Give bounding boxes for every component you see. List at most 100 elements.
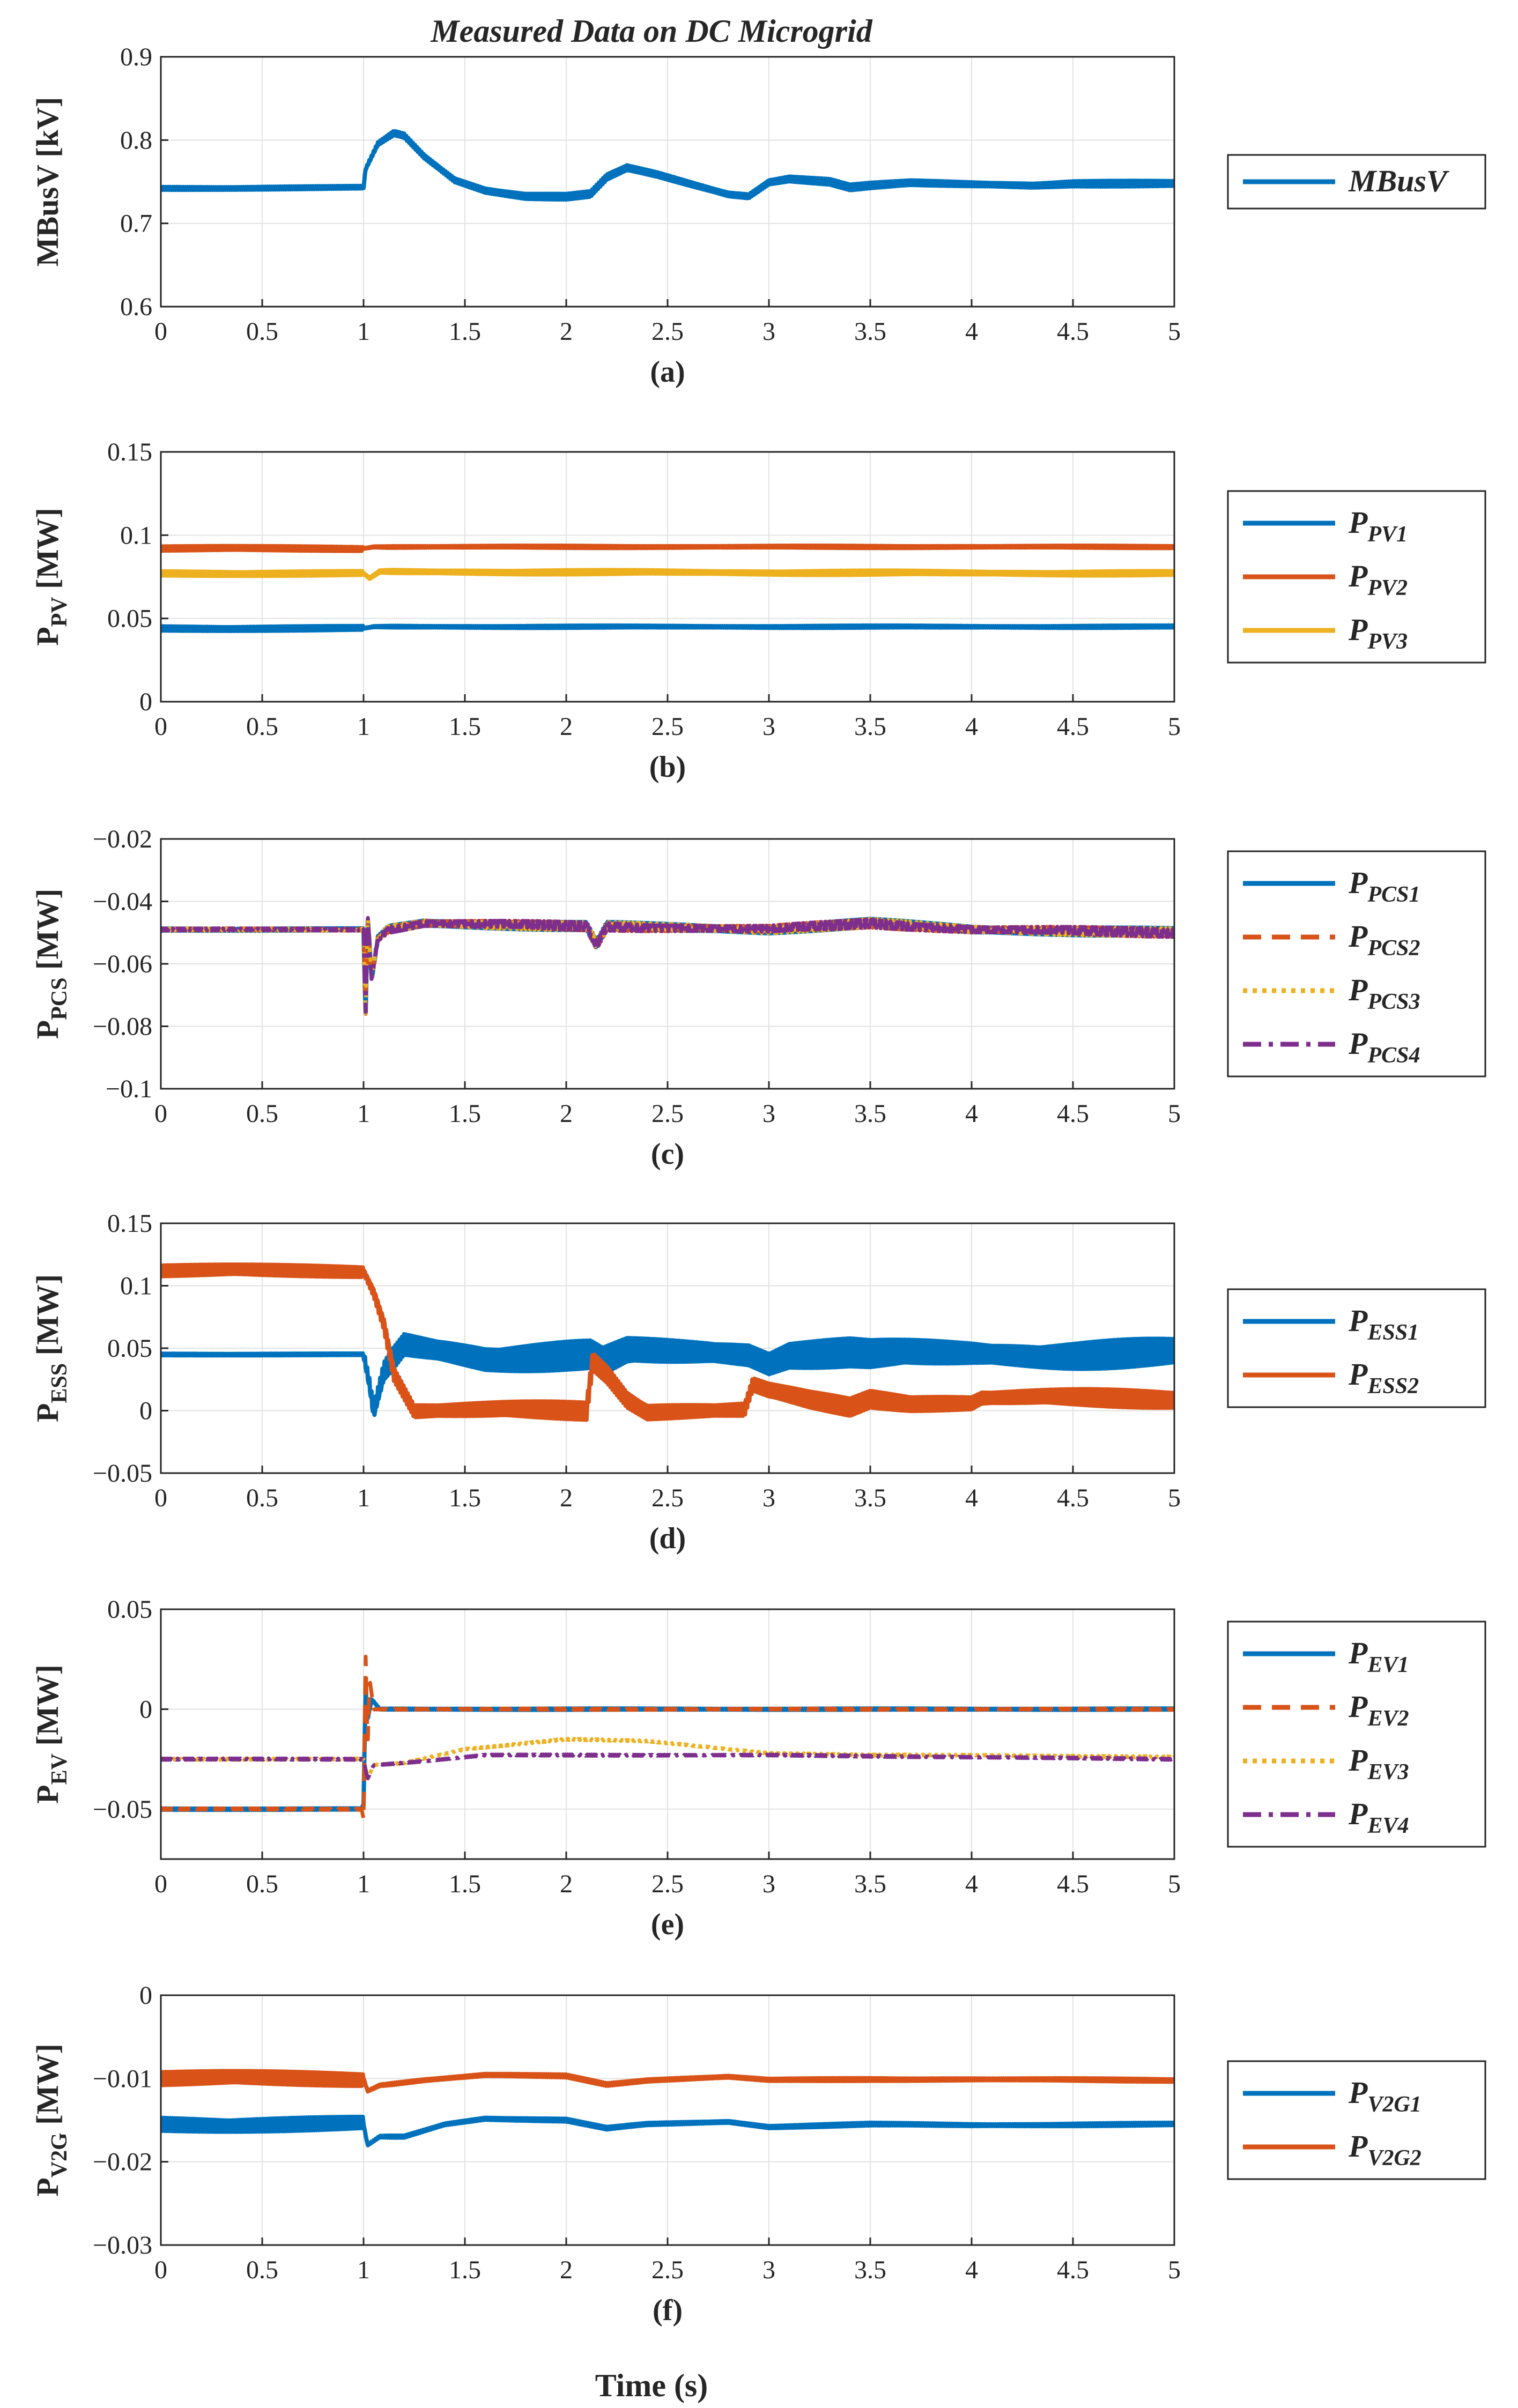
- series-line-PPCS4: [161, 916, 1174, 1014]
- series-group: [161, 1654, 1174, 1822]
- series-line-PEV4: [161, 1752, 1174, 1780]
- x-tick-label: 1: [357, 1099, 370, 1128]
- x-tick-label: 2.5: [651, 712, 684, 741]
- x-tick-label: 4: [965, 712, 978, 741]
- panels: 0 0.5 1 1.5 2 2.5 3 3.5 4 4.5 5 0.6 0.7 0.8 0.9 (a) MBus…: [30, 43, 1486, 2327]
- legend-entry-PESS1: PESS1: [1348, 1303, 1419, 1345]
- series-line-PEV3: [161, 1736, 1174, 1781]
- y-axis-label-subscript: PCS: [47, 978, 72, 1020]
- axes-frame: [160, 1222, 1175, 1474]
- legend-entry-subscript: V2G1: [1367, 2092, 1421, 2117]
- x-tick-label: 3: [762, 1870, 775, 1898]
- x-tick-label: 2.5: [651, 1484, 684, 1512]
- y-axis-label-subscript: PV: [47, 597, 72, 627]
- x-tick-label: 4: [965, 317, 978, 346]
- x-tick-label: 1: [357, 1484, 370, 1512]
- x-tick-label: 2.5: [651, 317, 684, 346]
- y-axis-label-subscript: EV: [47, 1753, 72, 1785]
- x-tick-label: 0: [154, 317, 167, 346]
- legend-entry-subscript: PV3: [1367, 629, 1408, 654]
- legend-entry-PEV4: PEV4: [1348, 1796, 1409, 1838]
- x-tick-label: 1: [357, 712, 370, 741]
- y-axis-label: MBusV [kV]: [30, 97, 65, 266]
- y-axis-label-main: P: [30, 1785, 65, 1803]
- x-tick-label: 3: [762, 2256, 775, 2284]
- series-line-PPV3: [161, 568, 1174, 581]
- panel-label: (d): [649, 1522, 686, 1555]
- legend-entry-main: P: [1348, 559, 1368, 593]
- legend-entry-main: P: [1348, 505, 1368, 540]
- y-axis-label-subscript: ESS: [47, 1363, 72, 1403]
- legend-entry-main: MBusV: [1348, 163, 1449, 198]
- y-tick-label: −0.06: [93, 950, 152, 978]
- x-tick-label: 3.5: [854, 712, 886, 741]
- x-tick-label: 3: [762, 1099, 775, 1128]
- x-tick-label: 1.5: [449, 2256, 481, 2284]
- chart-panel-6: 0 0.5 1 1.5 2 2.5 3 3.5 4 4.5 5 −0.03 −0.02 −0.01 0 (f)…: [30, 1981, 1486, 2327]
- chart-panel-3: 0 0.5 1 1.5 2 2.5 3 3.5 4 4.5 5 −0.1 −0.08 −0.06 −0.04…: [30, 825, 1486, 1171]
- x-tick-label: 3.5: [854, 317, 886, 346]
- legend-box: [1227, 1288, 1486, 1408]
- x-tick-label: 1.5: [449, 317, 481, 346]
- x-tick-label: 2: [560, 1099, 573, 1128]
- legend-box: [1227, 1621, 1486, 1848]
- y-tick-label: 0: [139, 1981, 152, 2010]
- x-tick-label: 3.5: [854, 2256, 886, 2284]
- legend-entry-PESS2: PESS2: [1348, 1357, 1419, 1399]
- x-tick-label: 0: [154, 712, 167, 741]
- series-line-MBusV: [161, 129, 1174, 202]
- y-tick-label: −0.05: [93, 1795, 152, 1824]
- legend-entry-subscript: EV4: [1367, 1814, 1409, 1838]
- axes-frame: [160, 1994, 1175, 2246]
- legend-entry-subscript: PCS3: [1367, 990, 1420, 1014]
- x-tick-label: 1.5: [449, 1484, 481, 1512]
- x-tick-label: 4.5: [1057, 1484, 1089, 1512]
- legend-entry-subscript: ESS2: [1367, 1374, 1419, 1399]
- x-tick-label: 4.5: [1057, 2256, 1089, 2284]
- x-tick-label: 4: [965, 1870, 978, 1898]
- y-tick-label: 0.6: [120, 293, 152, 321]
- x-tick-label: 4: [965, 1099, 978, 1128]
- legend-entry-main: P: [1348, 972, 1368, 1007]
- x-tick-label: 4: [965, 2256, 978, 2284]
- y-tick-label: −0.01: [93, 2064, 152, 2093]
- legend-entry-subscript: PCS1: [1367, 882, 1420, 907]
- y-axis-label: PPCS [MW]: [30, 889, 72, 1039]
- x-tick-label: 3: [762, 1484, 775, 1512]
- y-axis-label-main: P: [30, 2177, 65, 2196]
- x-tick-label: 4.5: [1057, 1099, 1089, 1128]
- y-axis-label: PEV [MW]: [30, 1664, 72, 1804]
- x-tick-label: 1.5: [449, 1099, 481, 1128]
- y-axis-label: PPV [MW]: [30, 508, 72, 645]
- chart-panel-4: 0 0.5 1 1.5 2 2.5 3 3.5 4 4.5 5−0.0500.050.10.15(d…: [30, 1209, 1486, 1555]
- x-tick-label: 5: [1168, 712, 1181, 741]
- x-tick-label: 2.5: [651, 1099, 684, 1128]
- panel-label: (c): [651, 1138, 684, 1171]
- x-tick-label: 3: [762, 712, 775, 741]
- x-tick-label: 5: [1168, 317, 1181, 346]
- y-axis-label-main: P: [30, 1020, 65, 1039]
- x-tick-label: 2: [560, 317, 573, 346]
- legend-entry-main: P: [1348, 1689, 1368, 1724]
- x-tick-label: 5: [1168, 2256, 1181, 2284]
- axes-frame: [160, 1608, 1175, 1860]
- legend-entry-PPV3: PPV3: [1348, 612, 1408, 654]
- legend-entry-main: P: [1348, 865, 1368, 900]
- series-line-PESS2: [161, 1262, 1174, 1422]
- legend-entry-PPCS3: PPCS3: [1348, 972, 1420, 1014]
- legend-entry-PPV2: PPV2: [1348, 559, 1408, 600]
- x-tick-label: 0.5: [246, 317, 278, 346]
- y-axis-label-unit: [MW]: [30, 1274, 65, 1363]
- legend-entry-main: P: [1348, 1357, 1368, 1392]
- y-tick-label: 0.1: [120, 1272, 152, 1300]
- legend-box: [1227, 850, 1486, 1077]
- y-tick-label: 0.05: [107, 605, 152, 633]
- y-tick-label: 0.15: [107, 438, 152, 466]
- y-tick-label: −0.04: [93, 888, 152, 916]
- legend-entry-main: P: [1348, 919, 1368, 954]
- y-tick-label: 0.15: [107, 1209, 152, 1238]
- y-axis-label-unit: [MW]: [30, 1664, 65, 1753]
- x-tick-label: 2.5: [651, 1870, 684, 1898]
- legend-entry-PPCS2: PPCS2: [1348, 919, 1420, 961]
